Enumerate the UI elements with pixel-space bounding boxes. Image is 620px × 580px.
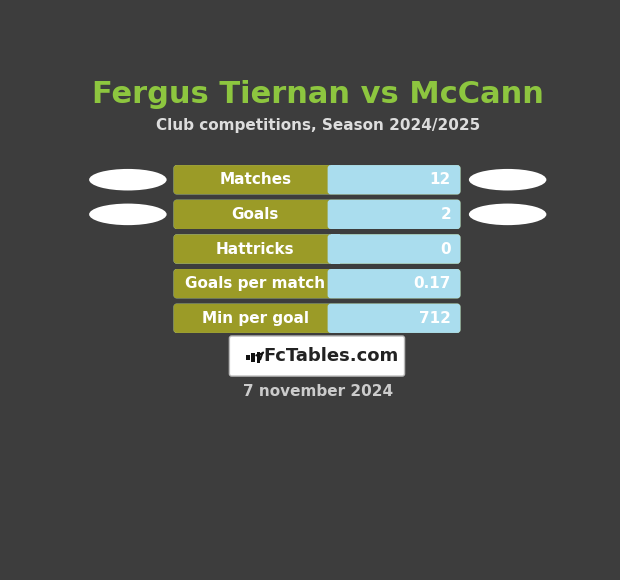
FancyBboxPatch shape bbox=[174, 304, 460, 333]
FancyBboxPatch shape bbox=[174, 269, 460, 298]
FancyBboxPatch shape bbox=[327, 165, 460, 194]
Ellipse shape bbox=[469, 204, 546, 225]
Text: FcTables.com: FcTables.com bbox=[264, 347, 399, 365]
Bar bbox=[330, 304, 340, 333]
FancyBboxPatch shape bbox=[174, 234, 460, 264]
Text: Matches: Matches bbox=[219, 172, 291, 187]
Text: 712: 712 bbox=[419, 311, 451, 326]
Text: Min per goal: Min per goal bbox=[202, 311, 309, 326]
Text: 2: 2 bbox=[440, 207, 451, 222]
Bar bbox=[246, 355, 249, 360]
Bar bbox=[330, 200, 340, 229]
Text: Goals: Goals bbox=[231, 207, 279, 222]
Text: 0: 0 bbox=[440, 241, 451, 256]
Text: 12: 12 bbox=[430, 172, 451, 187]
FancyBboxPatch shape bbox=[174, 234, 460, 264]
FancyBboxPatch shape bbox=[229, 336, 404, 376]
FancyBboxPatch shape bbox=[174, 304, 460, 333]
Ellipse shape bbox=[89, 204, 167, 225]
Text: Fergus Tiernan vs McCann: Fergus Tiernan vs McCann bbox=[92, 79, 544, 108]
FancyBboxPatch shape bbox=[174, 200, 460, 229]
FancyBboxPatch shape bbox=[174, 165, 460, 194]
Text: 0.17: 0.17 bbox=[414, 276, 451, 291]
FancyBboxPatch shape bbox=[327, 304, 460, 333]
Text: 7 november 2024: 7 november 2024 bbox=[242, 384, 393, 399]
Bar bbox=[251, 353, 255, 362]
FancyBboxPatch shape bbox=[327, 200, 460, 229]
FancyBboxPatch shape bbox=[174, 165, 460, 194]
FancyBboxPatch shape bbox=[174, 200, 460, 229]
Text: Goals per match: Goals per match bbox=[185, 276, 326, 291]
FancyBboxPatch shape bbox=[174, 269, 460, 298]
Ellipse shape bbox=[469, 169, 546, 190]
Bar bbox=[330, 269, 340, 298]
Bar bbox=[330, 165, 340, 194]
FancyBboxPatch shape bbox=[327, 234, 460, 264]
Bar bbox=[257, 352, 260, 363]
Bar bbox=[330, 234, 340, 264]
Ellipse shape bbox=[89, 169, 167, 190]
FancyBboxPatch shape bbox=[327, 269, 460, 298]
Text: Club competitions, Season 2024/2025: Club competitions, Season 2024/2025 bbox=[156, 118, 480, 133]
Text: Hattricks: Hattricks bbox=[216, 241, 294, 256]
